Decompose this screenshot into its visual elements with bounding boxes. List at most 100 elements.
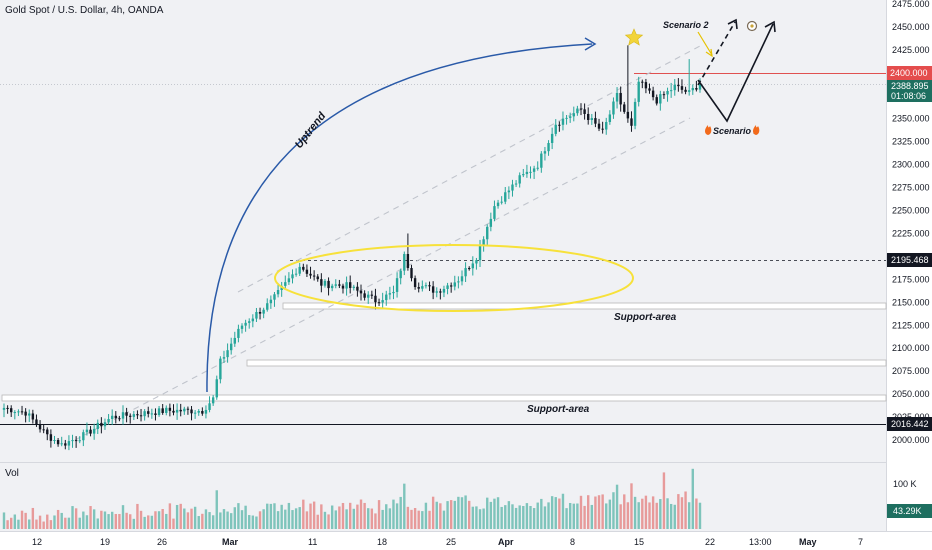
volume-bar xyxy=(695,498,698,529)
volume-bar xyxy=(547,502,550,529)
volume-current-label: 43.29K xyxy=(893,506,922,516)
volume-bar xyxy=(500,506,503,529)
volume-bar xyxy=(229,513,233,529)
volume-bar xyxy=(125,512,128,529)
candle-body xyxy=(13,412,17,414)
candle-body xyxy=(637,81,640,102)
volume-bar xyxy=(381,509,384,529)
volume-bar xyxy=(550,496,554,529)
volume-bar xyxy=(558,498,561,529)
volume-bar xyxy=(222,509,226,529)
candle-body xyxy=(287,278,291,283)
candle-body xyxy=(244,322,247,326)
candle-body xyxy=(518,175,521,184)
candle-body xyxy=(424,285,428,287)
volume-bar xyxy=(532,508,536,529)
volume-bar xyxy=(193,506,197,529)
volume-bar xyxy=(96,518,99,529)
volume-bar xyxy=(219,512,222,529)
candle-body xyxy=(457,281,460,283)
candle-body xyxy=(262,309,265,314)
time-label: 19 xyxy=(100,537,110,547)
volume-bar xyxy=(6,520,9,529)
volume-pane-label: Vol xyxy=(5,468,19,479)
time-axis[interactable] xyxy=(0,532,932,550)
candle-body xyxy=(197,410,200,413)
volume-bar xyxy=(215,490,218,529)
candle-body xyxy=(680,86,684,90)
candle-body xyxy=(64,443,67,446)
volume-bar xyxy=(273,503,276,529)
candle-body xyxy=(550,133,554,144)
time-label: 12 xyxy=(32,537,42,547)
candle-body xyxy=(107,418,110,423)
time-label: 26 xyxy=(157,537,167,547)
volume-bar xyxy=(74,508,78,529)
volume-bar xyxy=(2,512,6,529)
candle-body xyxy=(291,274,294,279)
volume-bar xyxy=(266,503,269,529)
candle-body xyxy=(453,282,456,287)
candle-body xyxy=(522,174,525,176)
volume-bar xyxy=(17,519,20,529)
volume-bar xyxy=(46,514,49,529)
candle-body xyxy=(154,413,157,415)
volume-bar xyxy=(439,503,442,529)
volume-bar xyxy=(42,521,45,529)
volume-bar xyxy=(464,495,467,529)
volume-bar xyxy=(276,511,280,529)
candle-body xyxy=(38,424,42,430)
candle-body xyxy=(626,111,630,119)
volume-bar xyxy=(284,509,287,529)
symbol-title[interactable]: Gold Spot / U.S. Dollar, 4h, OANDA xyxy=(5,5,164,16)
volume-bar xyxy=(345,509,348,529)
candle-body xyxy=(435,291,438,293)
volume-bar xyxy=(352,508,356,529)
volume-bar xyxy=(367,508,370,529)
scenario-1-label: Scenario 1 xyxy=(713,126,759,136)
volume-bar xyxy=(417,510,420,529)
candle-body xyxy=(399,270,402,279)
volume-bar xyxy=(143,516,146,529)
candle-countdown: 01:08:06 xyxy=(891,91,926,101)
volume-bar xyxy=(673,504,676,529)
candle-body xyxy=(114,415,117,419)
candle-body xyxy=(421,286,424,289)
candle-body xyxy=(269,299,273,304)
volume-bar xyxy=(13,514,17,529)
candle-body xyxy=(525,171,529,175)
volume-bar xyxy=(572,503,575,529)
candle-body xyxy=(471,263,475,269)
candle-body xyxy=(168,407,172,411)
volume-bar xyxy=(540,498,543,529)
volume-bar xyxy=(655,502,658,529)
volume-bar xyxy=(114,513,117,529)
candle-body xyxy=(363,293,366,298)
support-area-label-upper: Support-area xyxy=(614,312,677,323)
candle-body xyxy=(619,92,622,105)
candle-body xyxy=(233,337,236,344)
time-label: 15 xyxy=(634,537,644,547)
volume-bar xyxy=(525,503,529,529)
volume-bar xyxy=(10,517,13,529)
volume-bar xyxy=(183,508,186,529)
volume-bar xyxy=(165,513,168,529)
volume-bar xyxy=(666,498,669,529)
time-label: 7 xyxy=(858,537,863,547)
volume-bar xyxy=(399,496,402,529)
price-label-2195-bg xyxy=(887,253,932,267)
candle-body xyxy=(28,413,31,416)
volume-bar xyxy=(424,502,428,529)
candle-body xyxy=(294,273,298,275)
candle-body xyxy=(468,268,471,270)
candle-body xyxy=(219,358,222,380)
volume-bar xyxy=(157,511,161,529)
volume-bar xyxy=(662,472,666,529)
candle-body xyxy=(312,275,316,277)
volume-bar xyxy=(28,519,31,529)
candle-body xyxy=(507,190,511,193)
candle-body xyxy=(345,282,348,289)
candle-body xyxy=(428,285,431,287)
candle-body xyxy=(630,118,633,126)
